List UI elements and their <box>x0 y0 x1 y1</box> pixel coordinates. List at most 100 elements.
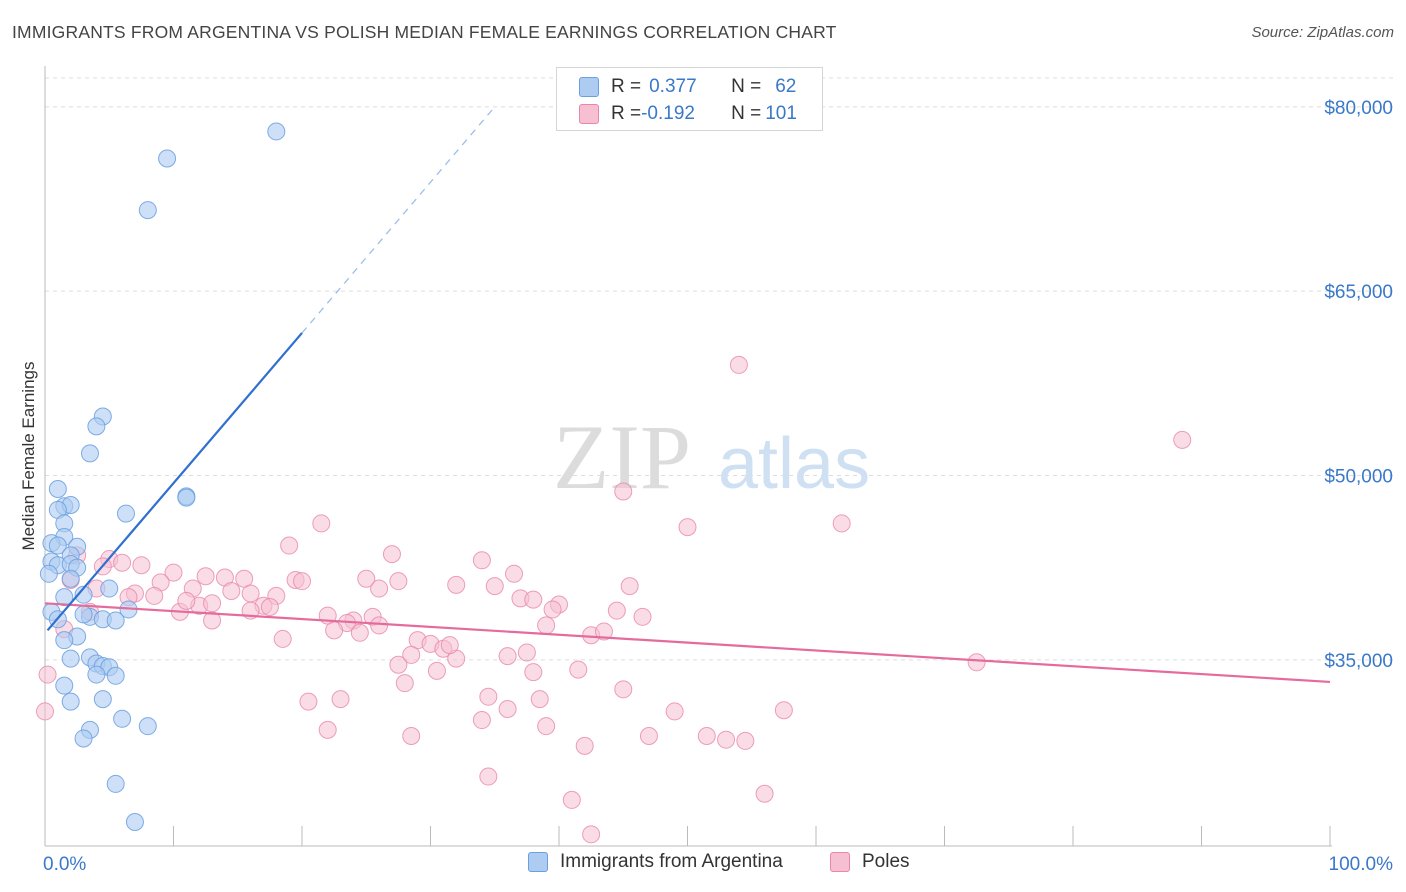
argentina-point <box>106 666 125 685</box>
y-tick-label: $50,000 <box>1324 467 1393 488</box>
poles-point <box>505 564 524 583</box>
argentina-point <box>74 605 93 624</box>
poles-point <box>832 514 851 533</box>
poles-point <box>620 577 639 596</box>
poles-point <box>633 607 652 626</box>
legend-item-poles: Poles <box>830 851 910 873</box>
poles-point <box>427 661 446 680</box>
argentina-point <box>80 444 99 463</box>
legend-swatch-pink <box>579 104 599 124</box>
legend-r-value: -0.192 <box>641 103 695 124</box>
poles-point <box>717 730 736 749</box>
poles-point <box>472 711 491 730</box>
poles-point <box>594 622 613 641</box>
x-tick-labels: 0.0% 100.0% <box>43 854 1393 875</box>
poles-point <box>485 577 504 596</box>
legend-n-label: N = <box>731 103 762 124</box>
poles-point <box>395 674 414 693</box>
poles-point <box>325 621 344 640</box>
poles-point <box>196 567 215 586</box>
poles-point <box>774 701 793 720</box>
poles-point <box>498 699 517 718</box>
poles-point <box>498 647 517 666</box>
poles-point <box>222 582 241 601</box>
poles-point <box>524 590 543 609</box>
argentina-point <box>138 717 157 736</box>
poles-point <box>537 616 556 635</box>
poles-point <box>203 611 222 630</box>
argentina-trend-line <box>46 332 303 632</box>
argentina-point <box>125 813 144 832</box>
trend-lines <box>44 106 1331 684</box>
poles-point <box>729 355 748 374</box>
poles-point <box>280 536 299 555</box>
legend-swatch-pink <box>830 852 850 872</box>
legend-swatch-blue <box>579 77 599 97</box>
argentina-point <box>267 122 286 141</box>
poles-point <box>350 623 369 642</box>
argentina-point <box>100 579 119 598</box>
argentina-point <box>48 480 67 499</box>
argentina-point <box>93 690 112 709</box>
argentina-point <box>61 649 80 668</box>
poles-point <box>113 553 132 572</box>
legend-r-label: R = <box>611 103 642 124</box>
poles-point <box>530 690 549 709</box>
poles-point <box>537 717 556 736</box>
watermark-atlas: atlas <box>718 424 870 504</box>
poles-point <box>967 653 986 672</box>
poles-point <box>331 690 350 709</box>
poles-point <box>299 692 318 711</box>
poles-point <box>36 702 54 721</box>
argentina-point <box>87 665 106 684</box>
poles-point <box>697 727 716 746</box>
poles-point <box>575 736 594 755</box>
poles-point <box>389 655 408 674</box>
poles-point <box>665 702 684 721</box>
y-tick-labels: $35,000 $50,000 $65,000 $80,000 <box>1324 98 1393 672</box>
poles-point <box>260 597 279 616</box>
poles-point <box>639 727 658 746</box>
poles-point <box>569 660 588 679</box>
poles-point <box>479 687 498 706</box>
poles-point <box>447 575 466 594</box>
poles-point <box>241 584 260 603</box>
argentina-point <box>61 692 80 711</box>
legend-item-argentina: Immigrants from Argentina <box>528 851 783 873</box>
legend-row-argentina: R = 0.377 N = 62 <box>579 76 796 98</box>
legend-r-label: R = <box>611 76 642 97</box>
poles-point <box>543 600 562 619</box>
argentina-point <box>55 631 74 650</box>
chart-title: IMMIGRANTS FROM ARGENTINA VS POLISH MEDI… <box>12 22 837 42</box>
poles-point <box>736 731 755 750</box>
poles-point <box>402 727 421 746</box>
legend-row-poles: R = -0.192 N = 101 <box>579 103 797 125</box>
argentina-point <box>177 488 196 507</box>
x-tick-label: 100.0% <box>1329 854 1394 875</box>
y-tick-label: $35,000 <box>1324 651 1393 672</box>
argentina-point <box>116 504 135 523</box>
argentina-point <box>138 201 157 220</box>
poles-trend-line <box>44 602 1331 684</box>
argentina-point <box>55 676 74 695</box>
argentina-point <box>48 536 67 555</box>
poles-point <box>293 572 311 591</box>
poles-point <box>479 767 498 786</box>
chart-source: Source: ZipAtlas.com <box>1251 24 1394 41</box>
legend-r-value: 0.377 <box>649 76 697 97</box>
legend-n-value: 62 <box>775 76 797 97</box>
poles-point <box>440 636 459 655</box>
poles-point <box>273 629 292 648</box>
legend-n-value: 101 <box>765 103 797 124</box>
argentina-point <box>106 774 125 793</box>
poles-point <box>382 545 401 564</box>
poles-point <box>472 551 491 570</box>
poles-point <box>755 784 774 803</box>
poles-point <box>357 569 376 588</box>
series-legend: Immigrants from Argentina Poles <box>0 851 1406 877</box>
legend-swatch-blue <box>528 852 548 872</box>
argentina-point <box>87 417 106 436</box>
poles-point <box>524 663 543 682</box>
legend-n-label: N = <box>731 76 762 97</box>
legend-label-poles: Poles <box>862 851 910 872</box>
